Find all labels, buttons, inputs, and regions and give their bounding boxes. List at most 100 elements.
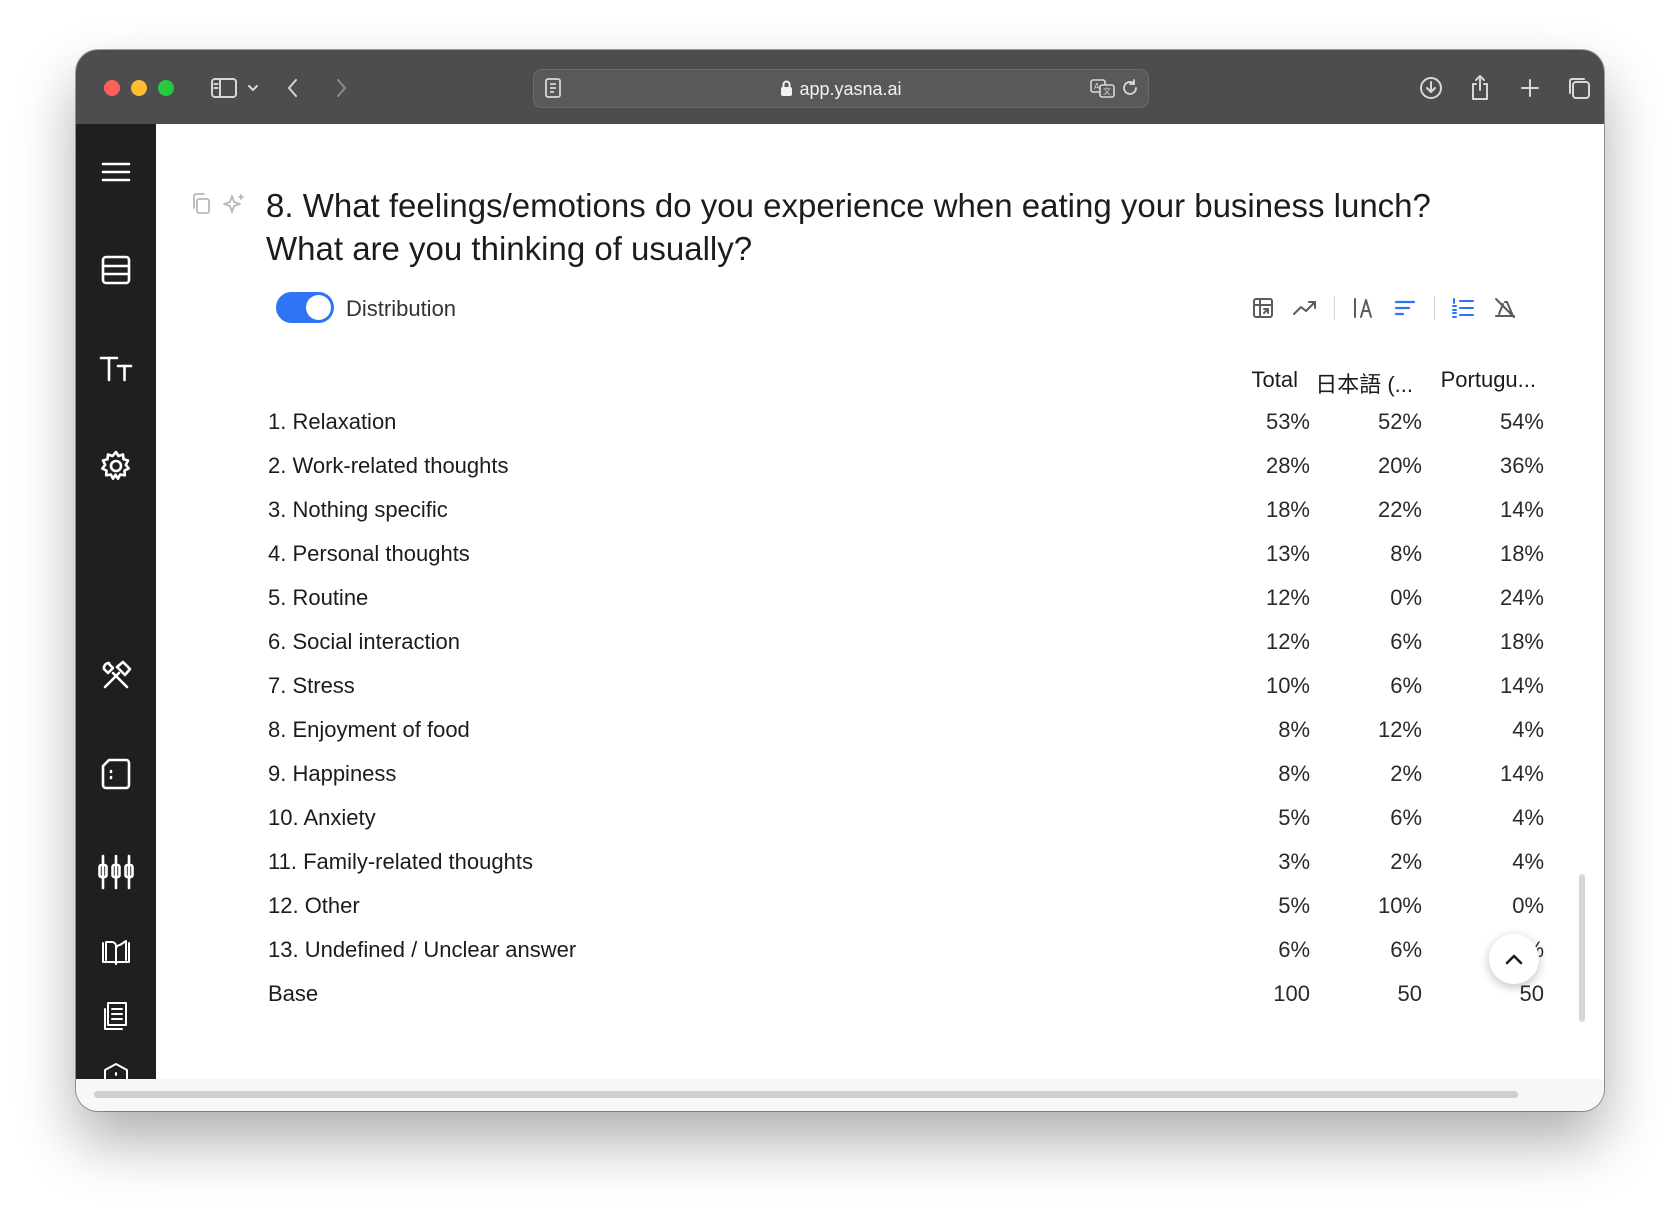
filters-icon[interactable] — [94, 850, 138, 894]
row-label: 8. Enjoyment of food — [268, 717, 470, 742]
total-value: 8% — [1278, 717, 1310, 742]
row-label: 11. Family-related thoughts — [268, 849, 533, 874]
base-portuguese-value: 50 — [1519, 981, 1544, 1006]
question-title: 8. What feelings/emotions do you experie… — [266, 187, 1431, 267]
portuguese-value: 14% — [1499, 673, 1544, 698]
column-header-japanese[interactable]: 日本語 (... — [1315, 372, 1413, 397]
total-value: 12% — [1265, 629, 1310, 654]
japanese-value: 22% — [1377, 497, 1422, 522]
row-label: 4. Personal thoughts — [268, 541, 470, 566]
trend-chart-icon[interactable] — [1288, 291, 1322, 325]
document-icon[interactable] — [94, 752, 138, 796]
toggle-knob — [306, 295, 331, 320]
share-icon[interactable] — [1463, 71, 1497, 105]
list-view-icon[interactable] — [94, 248, 138, 292]
base-row: Base 100 50 50 — [268, 981, 1544, 1025]
pivot-table-icon[interactable] — [1246, 291, 1280, 325]
portuguese-value: 18% — [1499, 541, 1544, 566]
text-format-icon[interactable] — [94, 346, 138, 390]
row-label: 12. Other — [268, 893, 360, 918]
japanese-value: 2% — [1390, 849, 1422, 874]
table-row: 2. Work-related thoughts 28% 20% 36% — [268, 453, 1544, 497]
japanese-value: 0% — [1390, 585, 1422, 610]
row-label: 1. Relaxation — [268, 409, 397, 434]
gear-icon[interactable] — [94, 444, 138, 488]
table-row: 8. Enjoyment of food 8% 12% 4% — [268, 717, 1544, 761]
url-text: app.yasna.ai — [799, 79, 902, 99]
lock-icon — [780, 80, 793, 102]
hide-labels-icon[interactable] — [1488, 291, 1522, 325]
japanese-value: 6% — [1390, 805, 1422, 830]
zoom-window-button[interactable] — [158, 80, 174, 96]
text-sort-icon[interactable] — [1346, 291, 1380, 325]
row-label: 10. Anxiety — [268, 805, 376, 830]
total-value: 13% — [1265, 541, 1310, 566]
column-header-total[interactable]: Total — [1251, 367, 1298, 392]
scroll-to-top-button[interactable] — [1489, 934, 1539, 984]
toolbar-divider — [1434, 296, 1435, 320]
table-row: 4. Personal thoughts 13% 8% 18% — [268, 541, 1544, 585]
downloads-icon[interactable] — [1414, 71, 1448, 105]
toolbar-divider — [1334, 296, 1335, 320]
table-row: 13. Undefined / Unclear answer 6% 6% 6% — [268, 937, 1544, 981]
table-row: 6. Social interaction 12% 6% 18% — [268, 629, 1544, 673]
book-icon[interactable] — [94, 930, 138, 974]
menu-icon[interactable] — [94, 150, 138, 194]
table-row: 10. Anxiety 5% 6% 4% — [268, 805, 1544, 849]
app-sidebar — [76, 124, 156, 1089]
table-row: 7. Stress 10% 6% 14% — [268, 673, 1544, 717]
base-japanese-value: 50 — [1397, 981, 1422, 1006]
close-window-button[interactable] — [104, 80, 120, 96]
horizontal-scroll-area — [76, 1079, 1604, 1111]
column-header-portuguese[interactable]: Portugu... — [1440, 367, 1536, 392]
total-value: 28% — [1265, 453, 1310, 478]
portuguese-value: 4% — [1512, 717, 1544, 742]
receipt-icon[interactable] — [94, 994, 138, 1038]
horizontal-scrollbar[interactable] — [94, 1091, 1518, 1098]
portuguese-value: 14% — [1499, 497, 1544, 522]
row-label: 13. Undefined / Unclear answer — [268, 937, 577, 962]
tab-overview-icon[interactable] — [1562, 71, 1596, 105]
sidebar-toggle-icon[interactable] — [207, 71, 241, 105]
distribution-toggle[interactable] — [276, 292, 334, 323]
row-label: 7. Stress — [268, 673, 355, 698]
numbered-list-icon[interactable] — [1446, 291, 1480, 325]
japanese-value: 8% — [1390, 541, 1422, 566]
portuguese-value: 4% — [1512, 805, 1544, 830]
total-value: 53% — [1265, 409, 1310, 434]
forward-arrow-icon[interactable] — [324, 71, 358, 105]
total-value: 18% — [1265, 497, 1310, 522]
copy-icon[interactable] — [190, 192, 212, 221]
portuguese-value: 36% — [1499, 453, 1544, 478]
back-arrow-icon[interactable] — [276, 71, 310, 105]
vertical-scrollbar[interactable] — [1579, 874, 1585, 1022]
total-value: 12% — [1265, 585, 1310, 610]
base-label: Base — [268, 981, 319, 1006]
chevron-up-icon — [1505, 954, 1523, 965]
japanese-value: 6% — [1390, 673, 1422, 698]
japanese-value: 2% — [1390, 761, 1422, 786]
reader-icon[interactable] — [544, 78, 562, 103]
japanese-value: 6% — [1390, 937, 1422, 962]
chevron-down-icon[interactable] — [236, 71, 270, 105]
reload-icon[interactable] — [1120, 78, 1140, 103]
view-toolbar — [1246, 291, 1576, 325]
japanese-value: 12% — [1377, 717, 1422, 742]
portuguese-value: 4% — [1512, 849, 1544, 874]
tools-icon[interactable] — [94, 654, 138, 698]
total-value: 6% — [1278, 937, 1310, 962]
minimize-window-button[interactable] — [131, 80, 147, 96]
sparkle-icon[interactable] — [222, 192, 246, 221]
report-content: 8. What feelings/emotions do you experie… — [156, 124, 1604, 1079]
sort-descending-icon[interactable] — [1388, 291, 1422, 325]
new-tab-icon[interactable] — [1513, 71, 1547, 105]
total-value: 5% — [1278, 893, 1310, 918]
svg-text:A: A — [1094, 82, 1100, 91]
japanese-value: 6% — [1390, 629, 1422, 654]
portuguese-value: 54% — [1499, 409, 1544, 434]
row-label: 2. Work-related thoughts — [268, 453, 509, 478]
